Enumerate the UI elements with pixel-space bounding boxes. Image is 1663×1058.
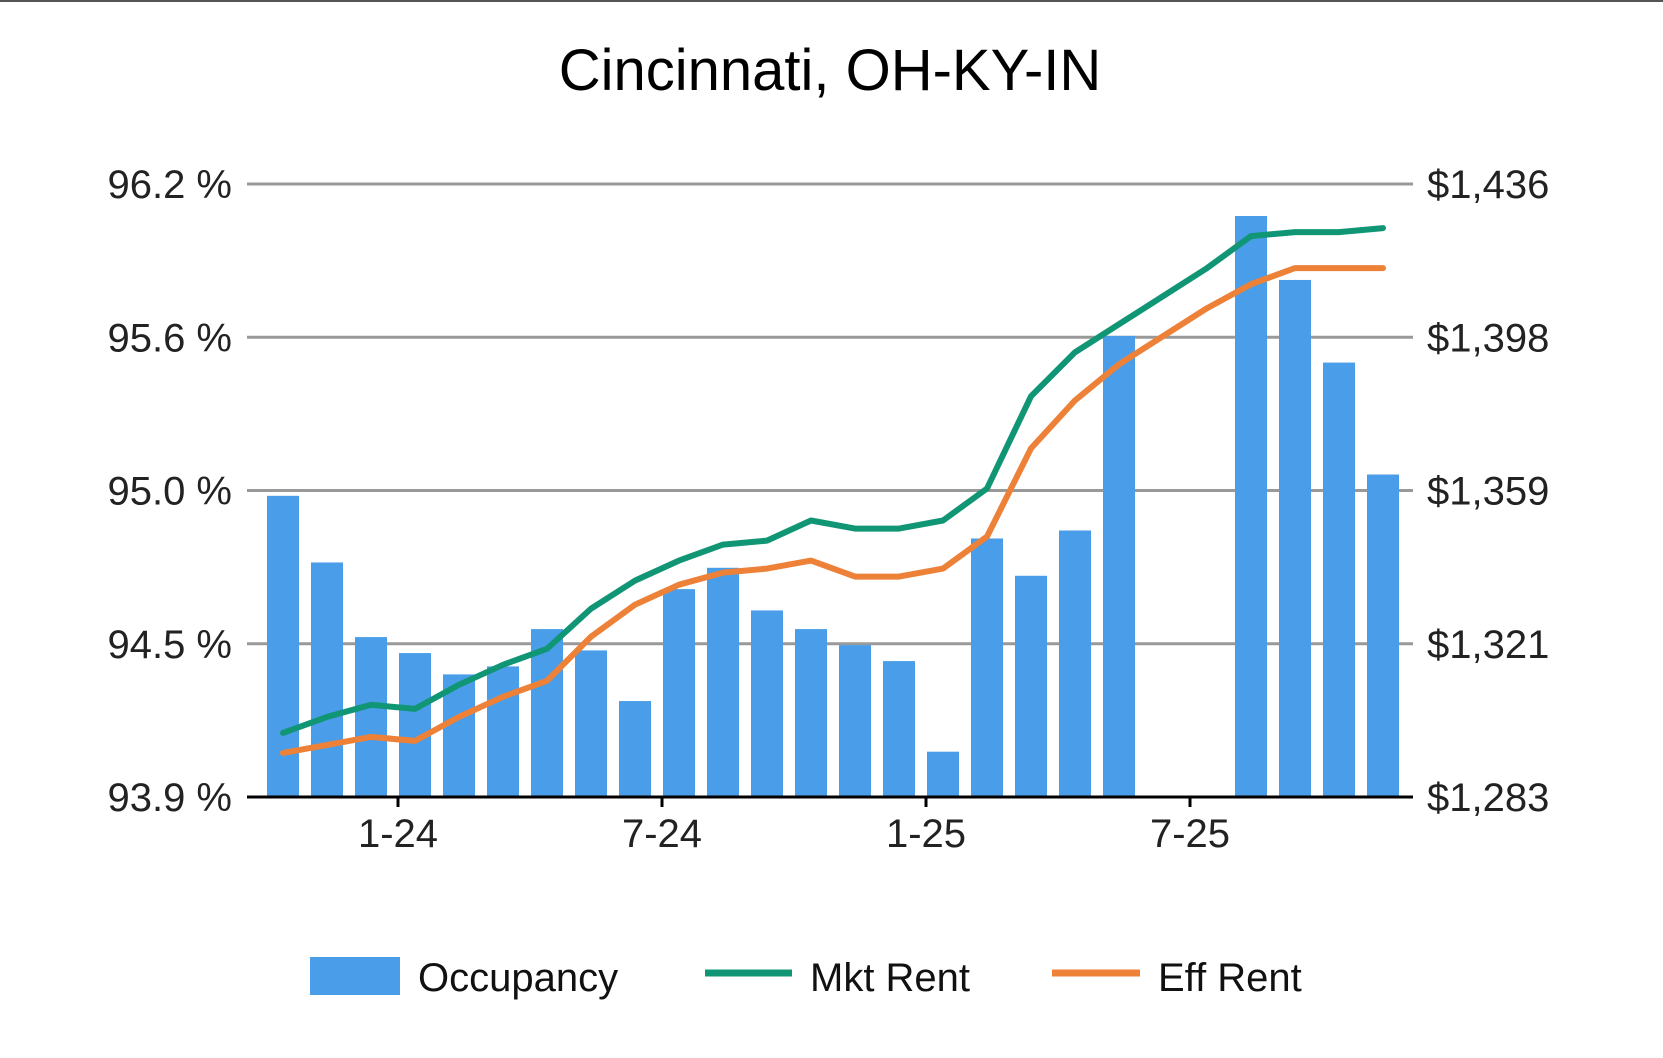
- occupancy-bar: [311, 562, 343, 797]
- top-border: [0, 0, 1663, 2]
- chart-title: Cincinnati, OH-KY-IN: [559, 38, 1102, 103]
- gridlines: [247, 182, 1413, 646]
- occupancy-bar: [927, 751, 959, 797]
- occupancy-bar: [751, 610, 783, 797]
- occupancy-bar: [399, 653, 431, 797]
- legend-swatch-occupancy: [310, 957, 400, 995]
- occupancy-bar: [619, 701, 651, 797]
- mkt-rent-line: [280, 225, 1386, 736]
- occupancy-bar: [883, 661, 915, 797]
- y-left-tick-label: 95.6 %: [107, 316, 232, 360]
- y-left-tick-label: 94.5 %: [107, 623, 232, 667]
- occupancy-bar: [355, 637, 387, 797]
- occupancy-bar: [1235, 215, 1267, 797]
- x-tick-label: 1-24: [358, 812, 438, 856]
- occupancy-bar: [707, 567, 739, 797]
- occupancy-bar: [663, 589, 695, 797]
- occupancy-bar: [575, 650, 607, 797]
- occupancy-bar: [1059, 530, 1091, 797]
- legend: Occupancy Mkt Rent Eff Rent: [310, 956, 1302, 1000]
- occupancy-bar: [971, 538, 1003, 797]
- y-right-tick-label: $1,436: [1427, 163, 1549, 207]
- occupancy-bars: [267, 215, 1399, 797]
- y-right-tick-label: $1,283: [1427, 776, 1549, 820]
- occupancy-bar: [487, 666, 519, 797]
- axes: 96.2 % $1,436 95.6 % $1,398 95.0 % $1,359 94.5…: [107, 163, 1549, 856]
- y-right-tick-label: $1,321: [1427, 623, 1549, 667]
- eff-rent-line: [280, 265, 1386, 756]
- occupancy-bar: [1367, 474, 1399, 797]
- occupancy-bar: [267, 495, 299, 797]
- y-left-tick-label: 95.0 %: [107, 470, 232, 514]
- occupancy-bar: [1323, 362, 1355, 797]
- occupancy-bar: [531, 629, 563, 797]
- legend-label-eff-rent: Eff Rent: [1158, 956, 1302, 1000]
- occupancy-bar: [795, 629, 827, 797]
- y-right-tick-label: $1,359: [1427, 470, 1549, 514]
- x-tick-label: 7-25: [1150, 812, 1230, 856]
- rent-lines: [280, 225, 1386, 756]
- occupancy-bar: [1103, 335, 1135, 797]
- y-right-tick-label: $1,398: [1427, 316, 1549, 360]
- occupancy-bar: [443, 674, 475, 797]
- occupancy-bar: [1279, 279, 1311, 797]
- x-tick-label: 7-24: [622, 812, 702, 856]
- y-left-tick-label: 93.9 %: [107, 776, 232, 820]
- y-left-tick-label: 96.2 %: [107, 163, 232, 207]
- x-tick-label: 1-25: [886, 812, 966, 856]
- occupancy-bar: [1015, 575, 1047, 797]
- legend-label-occupancy: Occupancy: [418, 956, 618, 1000]
- occupancy-bar: [839, 645, 871, 797]
- legend-label-mkt-rent: Mkt Rent: [810, 956, 970, 1000]
